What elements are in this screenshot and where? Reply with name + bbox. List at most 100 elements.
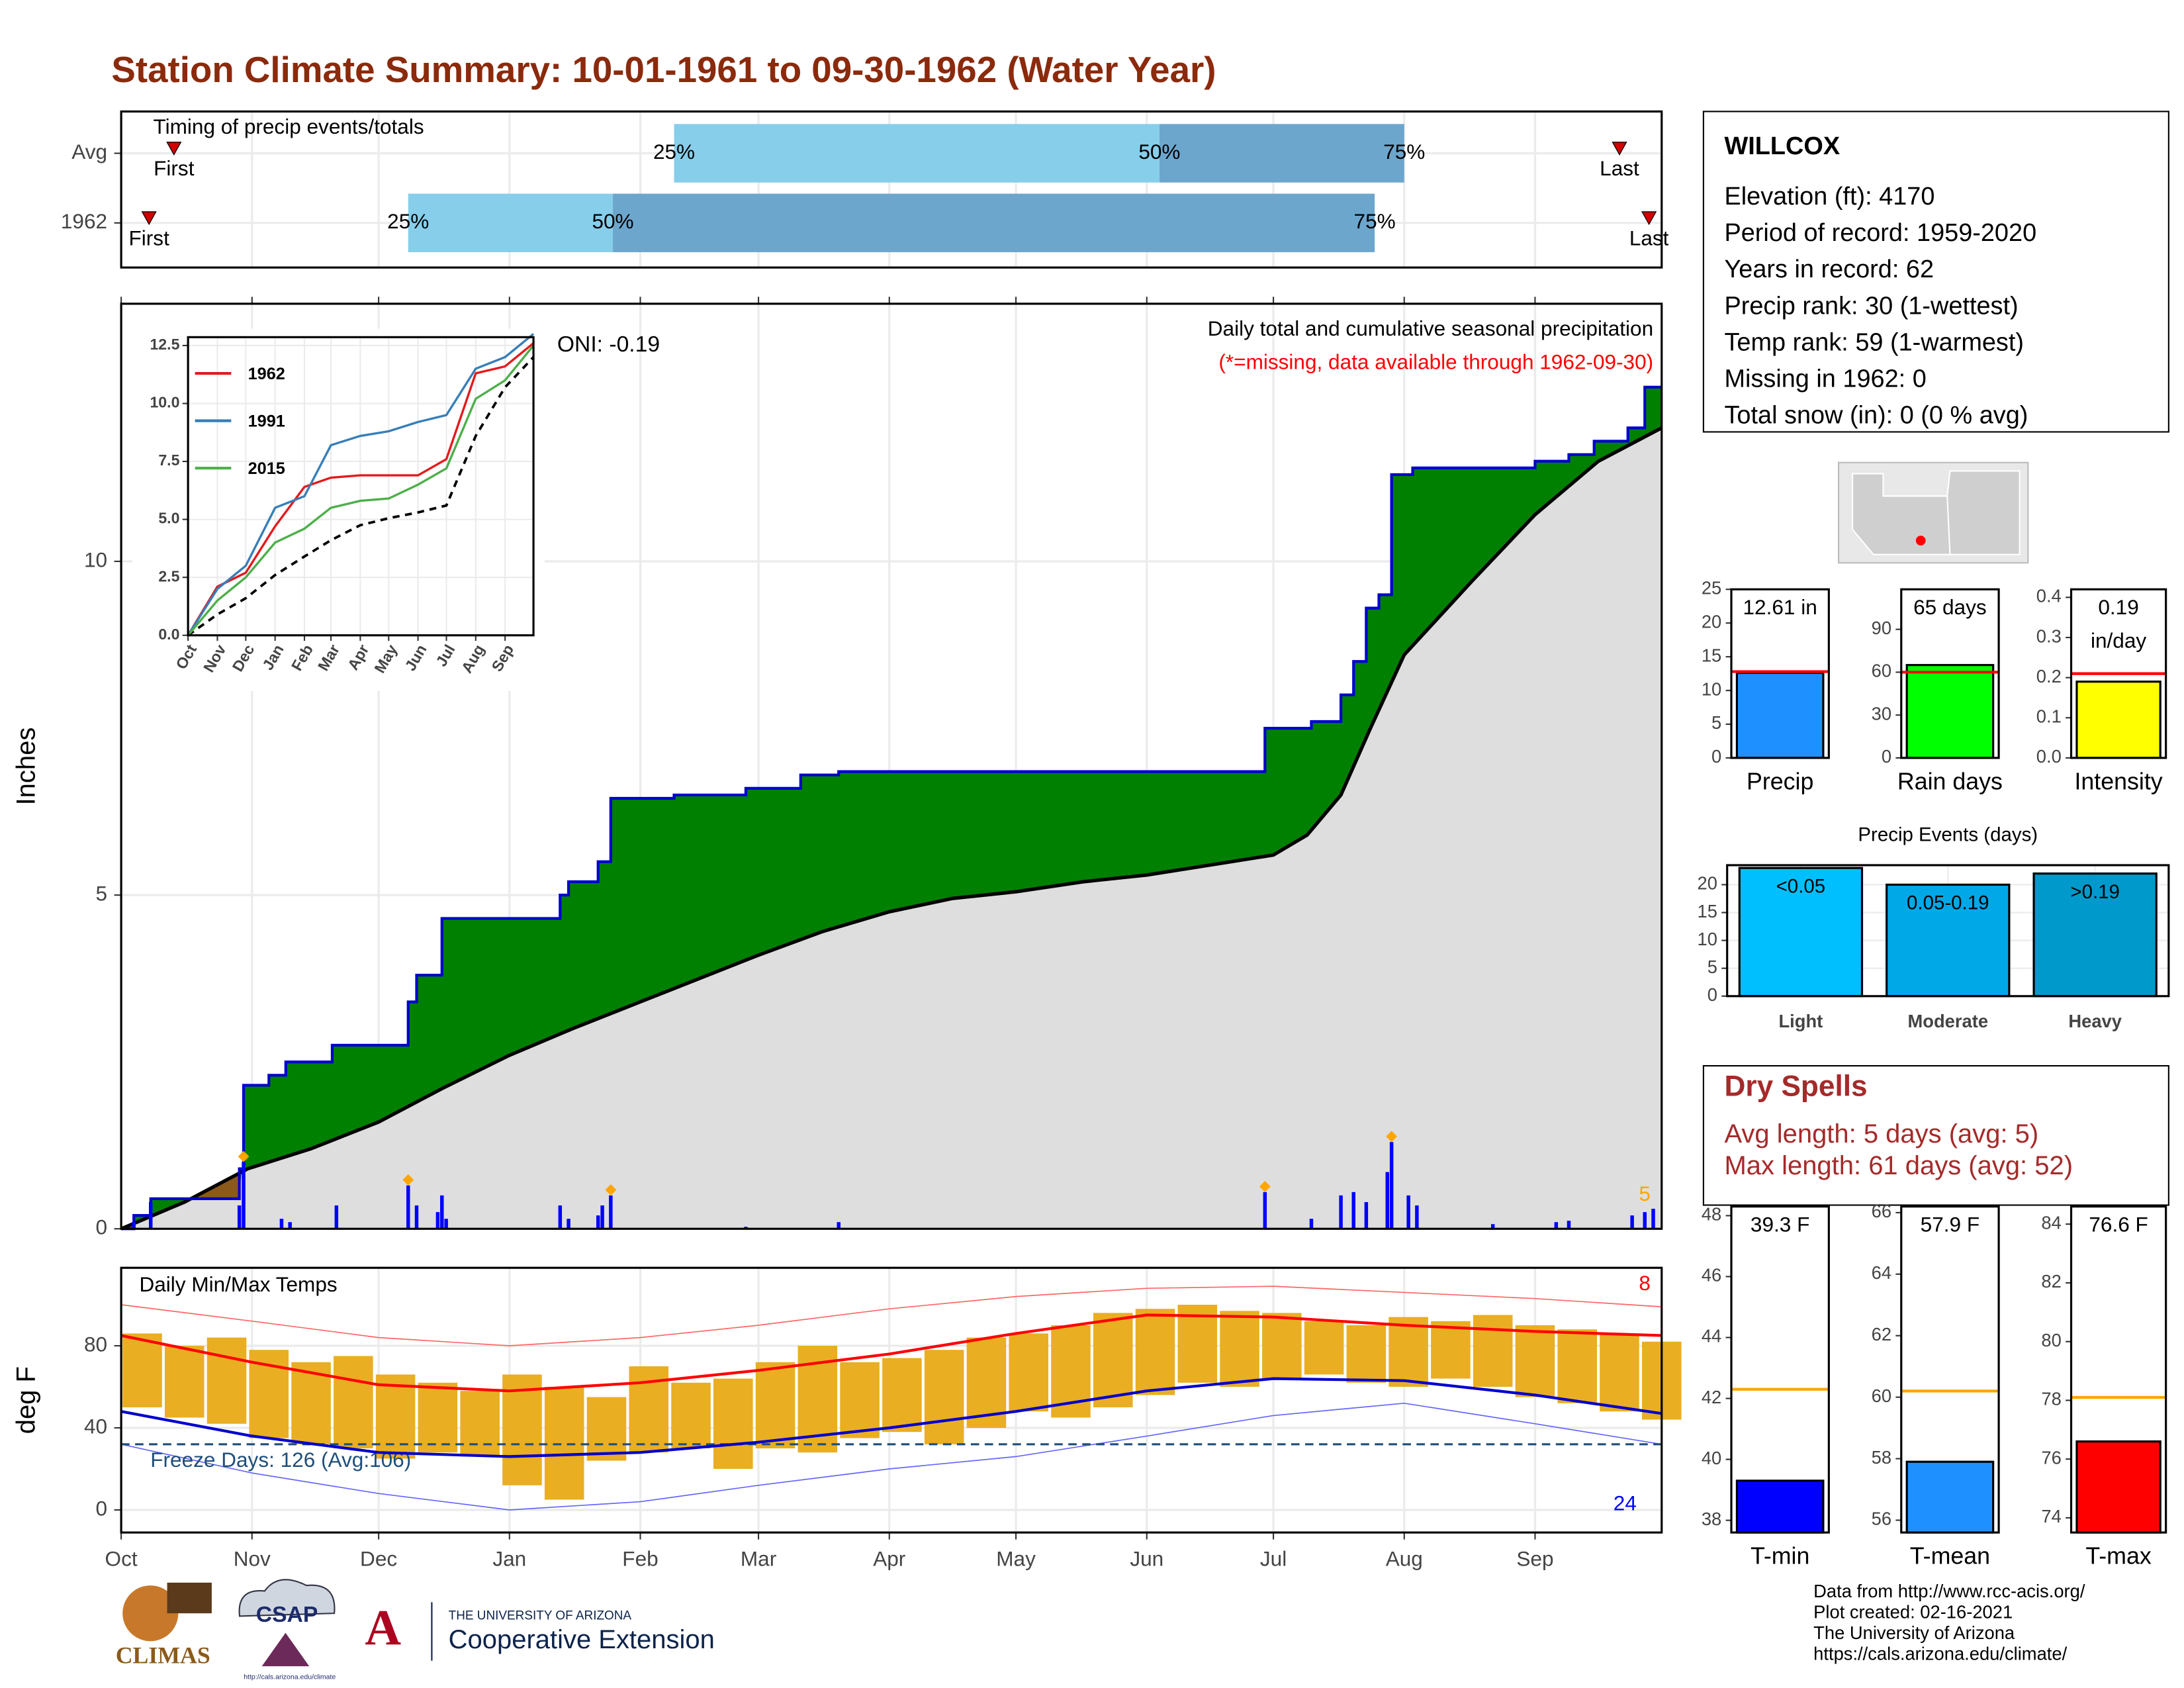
series-line: [187, 342, 535, 636]
y-tick-label: 15: [1698, 901, 1717, 921]
bar: [1905, 664, 1995, 759]
temp-range-bar: [544, 1387, 584, 1500]
y-tick-label: Avg: [71, 140, 107, 164]
page-title: Station Climate Summary: 10-01-1961 to 0…: [111, 49, 1216, 90]
y-tick-label: 0.1: [2036, 706, 2062, 727]
bar: [1735, 1479, 1825, 1534]
daily-bar: [288, 1222, 292, 1229]
footer: Data from http://www.rcc-acis.org/Plot c…: [1813, 1581, 2085, 1664]
temp-range-bar: [375, 1374, 416, 1459]
category-label: T-min: [1751, 1542, 1809, 1569]
plot-frame: [120, 110, 1663, 269]
y-tick-label: 0.2: [2036, 666, 2062, 686]
marker: [1612, 142, 1627, 156]
legend-label: 1991: [248, 412, 285, 430]
daily-bar: [558, 1205, 563, 1229]
quantile-label: 25%: [653, 140, 695, 164]
temp-range-bar: [1177, 1305, 1218, 1383]
x-tick-label: May: [996, 1547, 1036, 1571]
daily-bar: [242, 1162, 246, 1229]
category-label: Precip: [1747, 768, 1813, 794]
chart-title: Precip Events (days): [1858, 824, 2038, 846]
value-label: 0.19 in/day: [2090, 596, 2147, 654]
y-tick-label: 5: [1711, 712, 1721, 733]
value-label: 76.6 F: [2089, 1213, 2148, 1237]
record-low-count: 24: [1614, 1491, 1637, 1515]
csap-cloud: [238, 1579, 336, 1617]
y-tick-label: 40: [1702, 1448, 1721, 1468]
category-label: Intensity: [2074, 768, 2162, 794]
x-tick-label: Jul: [1260, 1547, 1287, 1571]
dry-spells-box: [1702, 1064, 2169, 1206]
y-tick-label: 2.5: [158, 567, 179, 585]
chart-title: Daily Min/Max Temps: [139, 1272, 337, 1296]
climas-sun: [122, 1585, 179, 1642]
bar: [1905, 1460, 1995, 1534]
temp-range-bar: [1304, 1321, 1344, 1375]
daily-bar: [1643, 1212, 1647, 1229]
daily-bar: [132, 1222, 136, 1229]
observed-line: [121, 385, 1662, 1231]
csap-url: http://cals.arizona.edu/climate: [244, 1673, 336, 1681]
daily-bar: [1554, 1222, 1559, 1229]
average-line: [187, 356, 535, 637]
station-line: Temp rank: 59 (1-warmest): [1724, 328, 2024, 356]
bar: [2032, 872, 2158, 998]
y-tick-label: 46: [1702, 1265, 1721, 1286]
plot-frame: [187, 336, 535, 637]
y-tick-label: 58: [1872, 1447, 1891, 1468]
temp-range-bar: [1600, 1333, 1639, 1412]
category-label: Rain days: [1897, 768, 2003, 794]
daily-bar: [406, 1185, 410, 1229]
value-label: 39.3 F: [1750, 1213, 1810, 1237]
station-line: Elevation (ft): 4170: [1724, 183, 1934, 211]
temp-range-bar: [1346, 1325, 1387, 1383]
y-tick-label: 38: [1702, 1509, 1721, 1529]
category-label: T-max: [2085, 1542, 2151, 1569]
daily-bar: [1651, 1209, 1655, 1229]
plot-frame: [120, 303, 1663, 1230]
daily-bar: [1263, 1192, 1267, 1229]
plot-frame: [1730, 588, 1830, 759]
y-tick-label: 12.5: [150, 336, 179, 353]
y-tick-label: 64: [1872, 1262, 1891, 1283]
value-label-box: 57.9 F: [1920, 1213, 1980, 1237]
y-tick-label: 56: [1872, 1509, 1891, 1529]
temp-range-bar: [1388, 1317, 1428, 1387]
station-line: Years in record: 62: [1724, 256, 1934, 283]
temp-range-bar: [206, 1337, 247, 1424]
y-tick-label: 0.0: [158, 626, 179, 643]
y-tick-label: 0: [96, 1496, 108, 1520]
y-tick-label: 10.0: [150, 394, 179, 411]
inset-bg: [132, 328, 545, 691]
daily-bar: [596, 1215, 600, 1229]
y-tick-label: 60: [1872, 1385, 1891, 1406]
temp-range-bar: [334, 1356, 373, 1448]
footer-line: Plot created: 02-16-2021: [1813, 1601, 2013, 1622]
daily-bar: [1339, 1195, 1343, 1229]
y-tick-label: 15: [1702, 645, 1721, 665]
temp-range-bar: [1262, 1313, 1302, 1379]
quantile-bar: [1159, 124, 1404, 183]
value-label: 57.9 F: [1920, 1213, 1980, 1237]
daily-bar: [1567, 1221, 1571, 1229]
bin-label: 0.05-0.19: [1907, 892, 1989, 914]
y-tick-label: 30: [1872, 703, 1891, 724]
chart-title: Timing of precip events/totals: [154, 115, 424, 138]
station-line: Total snow (in): 0 (0 % avg): [1724, 402, 2028, 430]
plot-frame: [1730, 1205, 1830, 1534]
dry-spell-line: Max length: 61 days (avg: 52): [1724, 1151, 2073, 1180]
temp-range-bar: [671, 1382, 711, 1448]
temp-range-bar: [924, 1350, 964, 1444]
temp-range-bar: [164, 1346, 205, 1418]
daily-bar: [279, 1219, 284, 1229]
daily-bar: [1406, 1195, 1410, 1229]
temp-range-bar: [418, 1382, 458, 1453]
temp-range-bar: [1009, 1333, 1048, 1412]
footer-line: https://cals.arizona.edu/climate/: [1813, 1644, 2067, 1664]
series-line: [187, 344, 535, 636]
logos: CLIMAS CSAP http://cals.arizona.edu/clim…: [116, 1579, 715, 1681]
daily-bar: [1385, 1172, 1389, 1229]
ua-mark: A: [365, 1600, 401, 1656]
